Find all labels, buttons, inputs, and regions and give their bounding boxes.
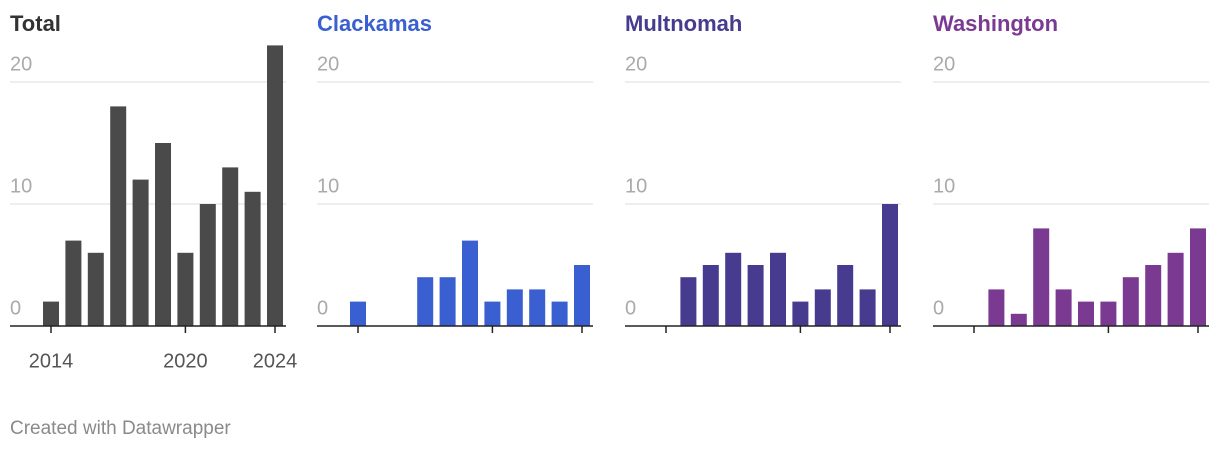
bar: [1100, 301, 1117, 326]
bar: [747, 265, 764, 326]
y-tick-label: 20: [10, 53, 32, 75]
panel-title: Washington: [933, 11, 1058, 36]
bar: [770, 252, 786, 326]
bar: [462, 240, 478, 326]
bar: [680, 277, 697, 326]
bar: [574, 265, 590, 326]
y-tick-label: 10: [10, 175, 32, 197]
bar: [110, 106, 127, 327]
bar: [439, 277, 456, 326]
bar: [417, 277, 434, 326]
y-tick-label: 10: [933, 175, 955, 197]
bar: [1122, 277, 1139, 326]
bar: [267, 45, 283, 327]
bar: [350, 301, 366, 326]
bar: [506, 289, 523, 326]
bar: [988, 289, 1005, 326]
y-tick-label: 0: [625, 297, 636, 319]
bar: [199, 204, 216, 326]
panel-title: Multnomah: [625, 11, 742, 36]
bar: [87, 252, 104, 326]
panel-title: Total: [10, 11, 61, 36]
panel-title: Clackamas: [317, 11, 432, 36]
x-tick-label: 2020: [163, 350, 208, 372]
y-tick-label: 10: [625, 175, 647, 197]
y-tick-label: 0: [10, 297, 21, 319]
bar: [1033, 228, 1050, 326]
bar: [244, 191, 261, 326]
bar: [529, 289, 546, 326]
bar: [177, 252, 194, 326]
bar: [65, 240, 82, 326]
bar: [814, 289, 831, 326]
bar: [551, 301, 568, 326]
bar: [1167, 252, 1184, 326]
bar: [859, 289, 876, 326]
footer: Created with Datawrapper: [10, 418, 231, 439]
bar: [837, 265, 854, 326]
y-tick-label: 10: [317, 175, 339, 197]
bar: [484, 301, 501, 326]
bar: [1145, 265, 1162, 326]
bar: [882, 204, 898, 326]
bar: [1055, 289, 1072, 326]
bar: [1010, 313, 1027, 326]
y-tick-label: 20: [933, 53, 955, 75]
bar: [132, 179, 149, 326]
y-tick-label: 0: [933, 297, 944, 319]
bar: [43, 301, 59, 326]
bar: [222, 167, 239, 326]
y-tick-label: 0: [317, 297, 328, 319]
bar: [725, 252, 742, 326]
x-tick-label: 2014: [29, 350, 74, 372]
bar: [1190, 228, 1206, 326]
x-tick-label: 2024: [253, 350, 298, 372]
bar: [155, 143, 171, 326]
y-tick-label: 20: [625, 53, 647, 75]
bar: [1078, 301, 1094, 326]
bar: [702, 265, 719, 326]
bar: [792, 301, 809, 326]
y-tick-label: 20: [317, 53, 339, 75]
